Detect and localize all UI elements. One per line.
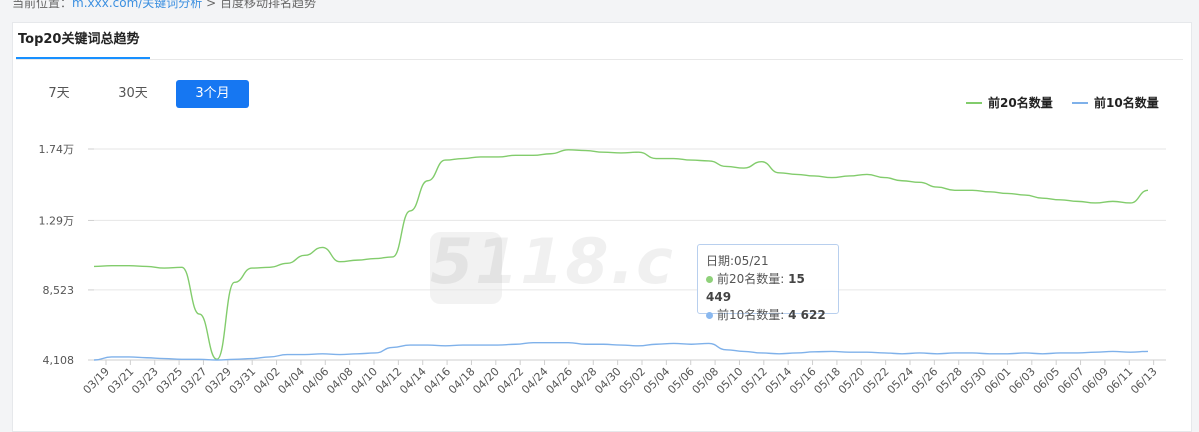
breadcrumb-current: > 百度移动排名趋势 (202, 0, 316, 10)
range-tab-3m[interactable]: 3个月 (176, 80, 249, 108)
tooltip-date: 日期:05/21 (706, 254, 769, 268)
x-tick-label: 06/03 (1006, 365, 1038, 397)
x-tick-label: 05/26 (909, 365, 941, 397)
x-tick-label: 05/24 (885, 365, 917, 397)
x-tick-label: 05/20 (836, 365, 868, 397)
legend-label-top10: 前10名数量 (1094, 96, 1159, 110)
legend-swatch-top10 (1072, 101, 1088, 104)
range-tab-7d[interactable]: 7天 (48, 86, 70, 101)
tooltip-value-top10: 4 622 (788, 308, 826, 322)
x-tick-label: 05/30 (958, 365, 990, 397)
x-tick-label: 04/22 (495, 365, 527, 397)
x-tick-label: 05/02 (617, 365, 649, 397)
x-tick-label: 04/02 (251, 365, 283, 397)
x-tick-label: 04/16 (422, 365, 454, 397)
x-tick-label: 06/07 (1055, 365, 1087, 397)
watermark-text: 5118.c (430, 225, 675, 298)
x-tick-label: 05/12 (738, 365, 770, 397)
x-tick-label: 03/31 (227, 365, 259, 397)
x-tick-label: 03/27 (178, 365, 210, 397)
x-tick-label: 04/26 (543, 365, 575, 397)
x-tick-label: 05/14 (763, 365, 795, 397)
legend-item-top20[interactable]: 前20名数量 (966, 94, 1053, 111)
series-line-top10[interactable] (93, 341, 1149, 361)
x-tick-label: 03/19 (81, 365, 113, 397)
x-tick-label: 06/11 (1104, 365, 1136, 397)
tooltip-row-top10: 前10名数量: 4 622 (706, 306, 830, 324)
x-tick-label: 06/01 (982, 365, 1014, 397)
tooltip-value-top20: 15 449 (706, 272, 805, 304)
watermark-logo (430, 232, 502, 304)
legend-label-top20: 前20名数量 (988, 96, 1053, 110)
x-tick-label: 06/13 (1128, 365, 1160, 397)
x-tick-label: 03/21 (105, 365, 137, 397)
x-tick-label: 04/14 (397, 365, 429, 397)
tooltip-row-top20: 前20名数量: 15 449 (706, 272, 805, 304)
x-tick-label: 05/28 (933, 365, 965, 397)
x-tick-label: 05/04 (641, 365, 673, 397)
x-tick-label: 04/12 (373, 365, 405, 397)
x-tick-label: 04/08 (324, 365, 356, 397)
x-tick-label: 03/29 (202, 365, 234, 397)
chart-tooltip: 日期:05/21 前20名数量: 15 449 前10名数量: 4 622 (697, 244, 839, 322)
x-tick-label: 05/22 (860, 365, 892, 397)
card-title[interactable]: Top20关键词总趋势 (18, 32, 140, 47)
tooltip-dot-top10 (706, 312, 713, 319)
series-line-top20[interactable] (93, 149, 1149, 361)
breadcrumb-link[interactable]: m.xxx.com/关键词分析 (72, 0, 203, 10)
breadcrumb: 当前位置：m.xxx.com/关键词分析 > 百度移动排名趋势 (12, 0, 316, 11)
y-tick-label: 4,108 (43, 354, 75, 367)
legend-swatch-top20 (966, 101, 982, 104)
x-tick-label: 05/08 (690, 365, 722, 397)
tooltip-label-top10: 前10名数量 (717, 308, 781, 322)
y-tick-label: 8,523 (43, 284, 75, 297)
breadcrumb-prefix: 当前位置： (12, 0, 73, 10)
x-tick-label: 06/09 (1079, 365, 1111, 397)
y-tick-label: 1.74万 (39, 143, 75, 156)
tooltip-label-top20: 前20名数量 (717, 272, 781, 286)
x-tick-label: 06/05 (1031, 365, 1063, 397)
x-tick-label: 05/18 (811, 365, 843, 397)
x-tick-label: 05/16 (787, 365, 819, 397)
range-tab-30d[interactable]: 30天 (118, 86, 148, 101)
title-active-indicator (16, 57, 150, 59)
legend-item-top10[interactable]: 前10名数量 (1072, 94, 1159, 111)
x-tick-label: 04/20 (470, 365, 502, 397)
x-tick-label: 05/06 (665, 365, 697, 397)
title-divider (16, 59, 1183, 60)
x-tick-label: 04/10 (349, 365, 381, 397)
x-tick-label: 04/24 (519, 365, 551, 397)
y-tick-label: 1.29万 (39, 214, 75, 227)
x-tick-label: 04/04 (275, 365, 307, 397)
x-tick-label: 03/25 (154, 365, 186, 397)
x-tick-label: 04/28 (568, 365, 600, 397)
tooltip-dot-top20 (706, 276, 713, 283)
x-tick-label: 03/23 (129, 365, 161, 397)
x-tick-label: 04/06 (300, 365, 332, 397)
x-tick-label: 05/10 (714, 365, 746, 397)
x-tick-label: 04/18 (446, 365, 478, 397)
x-tick-label: 04/30 (592, 365, 624, 397)
